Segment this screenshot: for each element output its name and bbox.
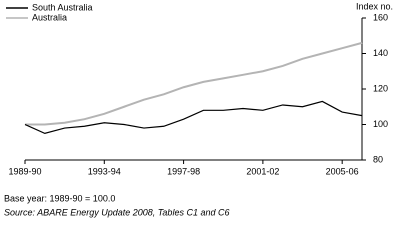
x-tick-label: 2005-06 (326, 166, 359, 176)
line (24, 100, 363, 135)
chart: Index no. Base year: 1989-90 = 100.0 Sou… (4, 1, 393, 217)
legend-label: Australia (32, 12, 67, 22)
y-axis-label: Index no. (356, 1, 393, 11)
line (25, 41, 363, 126)
y-tick-label: 160 (373, 12, 388, 22)
y-tick-label: 100 (373, 119, 388, 129)
x-tick-label: 1989-90 (8, 166, 41, 176)
y-tick-label: 120 (373, 83, 388, 93)
x-tick-label: 1997-98 (167, 166, 200, 176)
x-tick-label: 1993-94 (88, 166, 121, 176)
legend-label: South Australia (32, 2, 93, 12)
y-tick-label: 140 (373, 48, 388, 58)
note: Source: ABARE Energy Update 2008, Tables… (4, 207, 229, 217)
x-tick-label: 2001-02 (246, 166, 279, 176)
note: Base year: 1989-90 = 100.0 (4, 193, 115, 203)
y-tick-label: 80 (373, 154, 383, 164)
